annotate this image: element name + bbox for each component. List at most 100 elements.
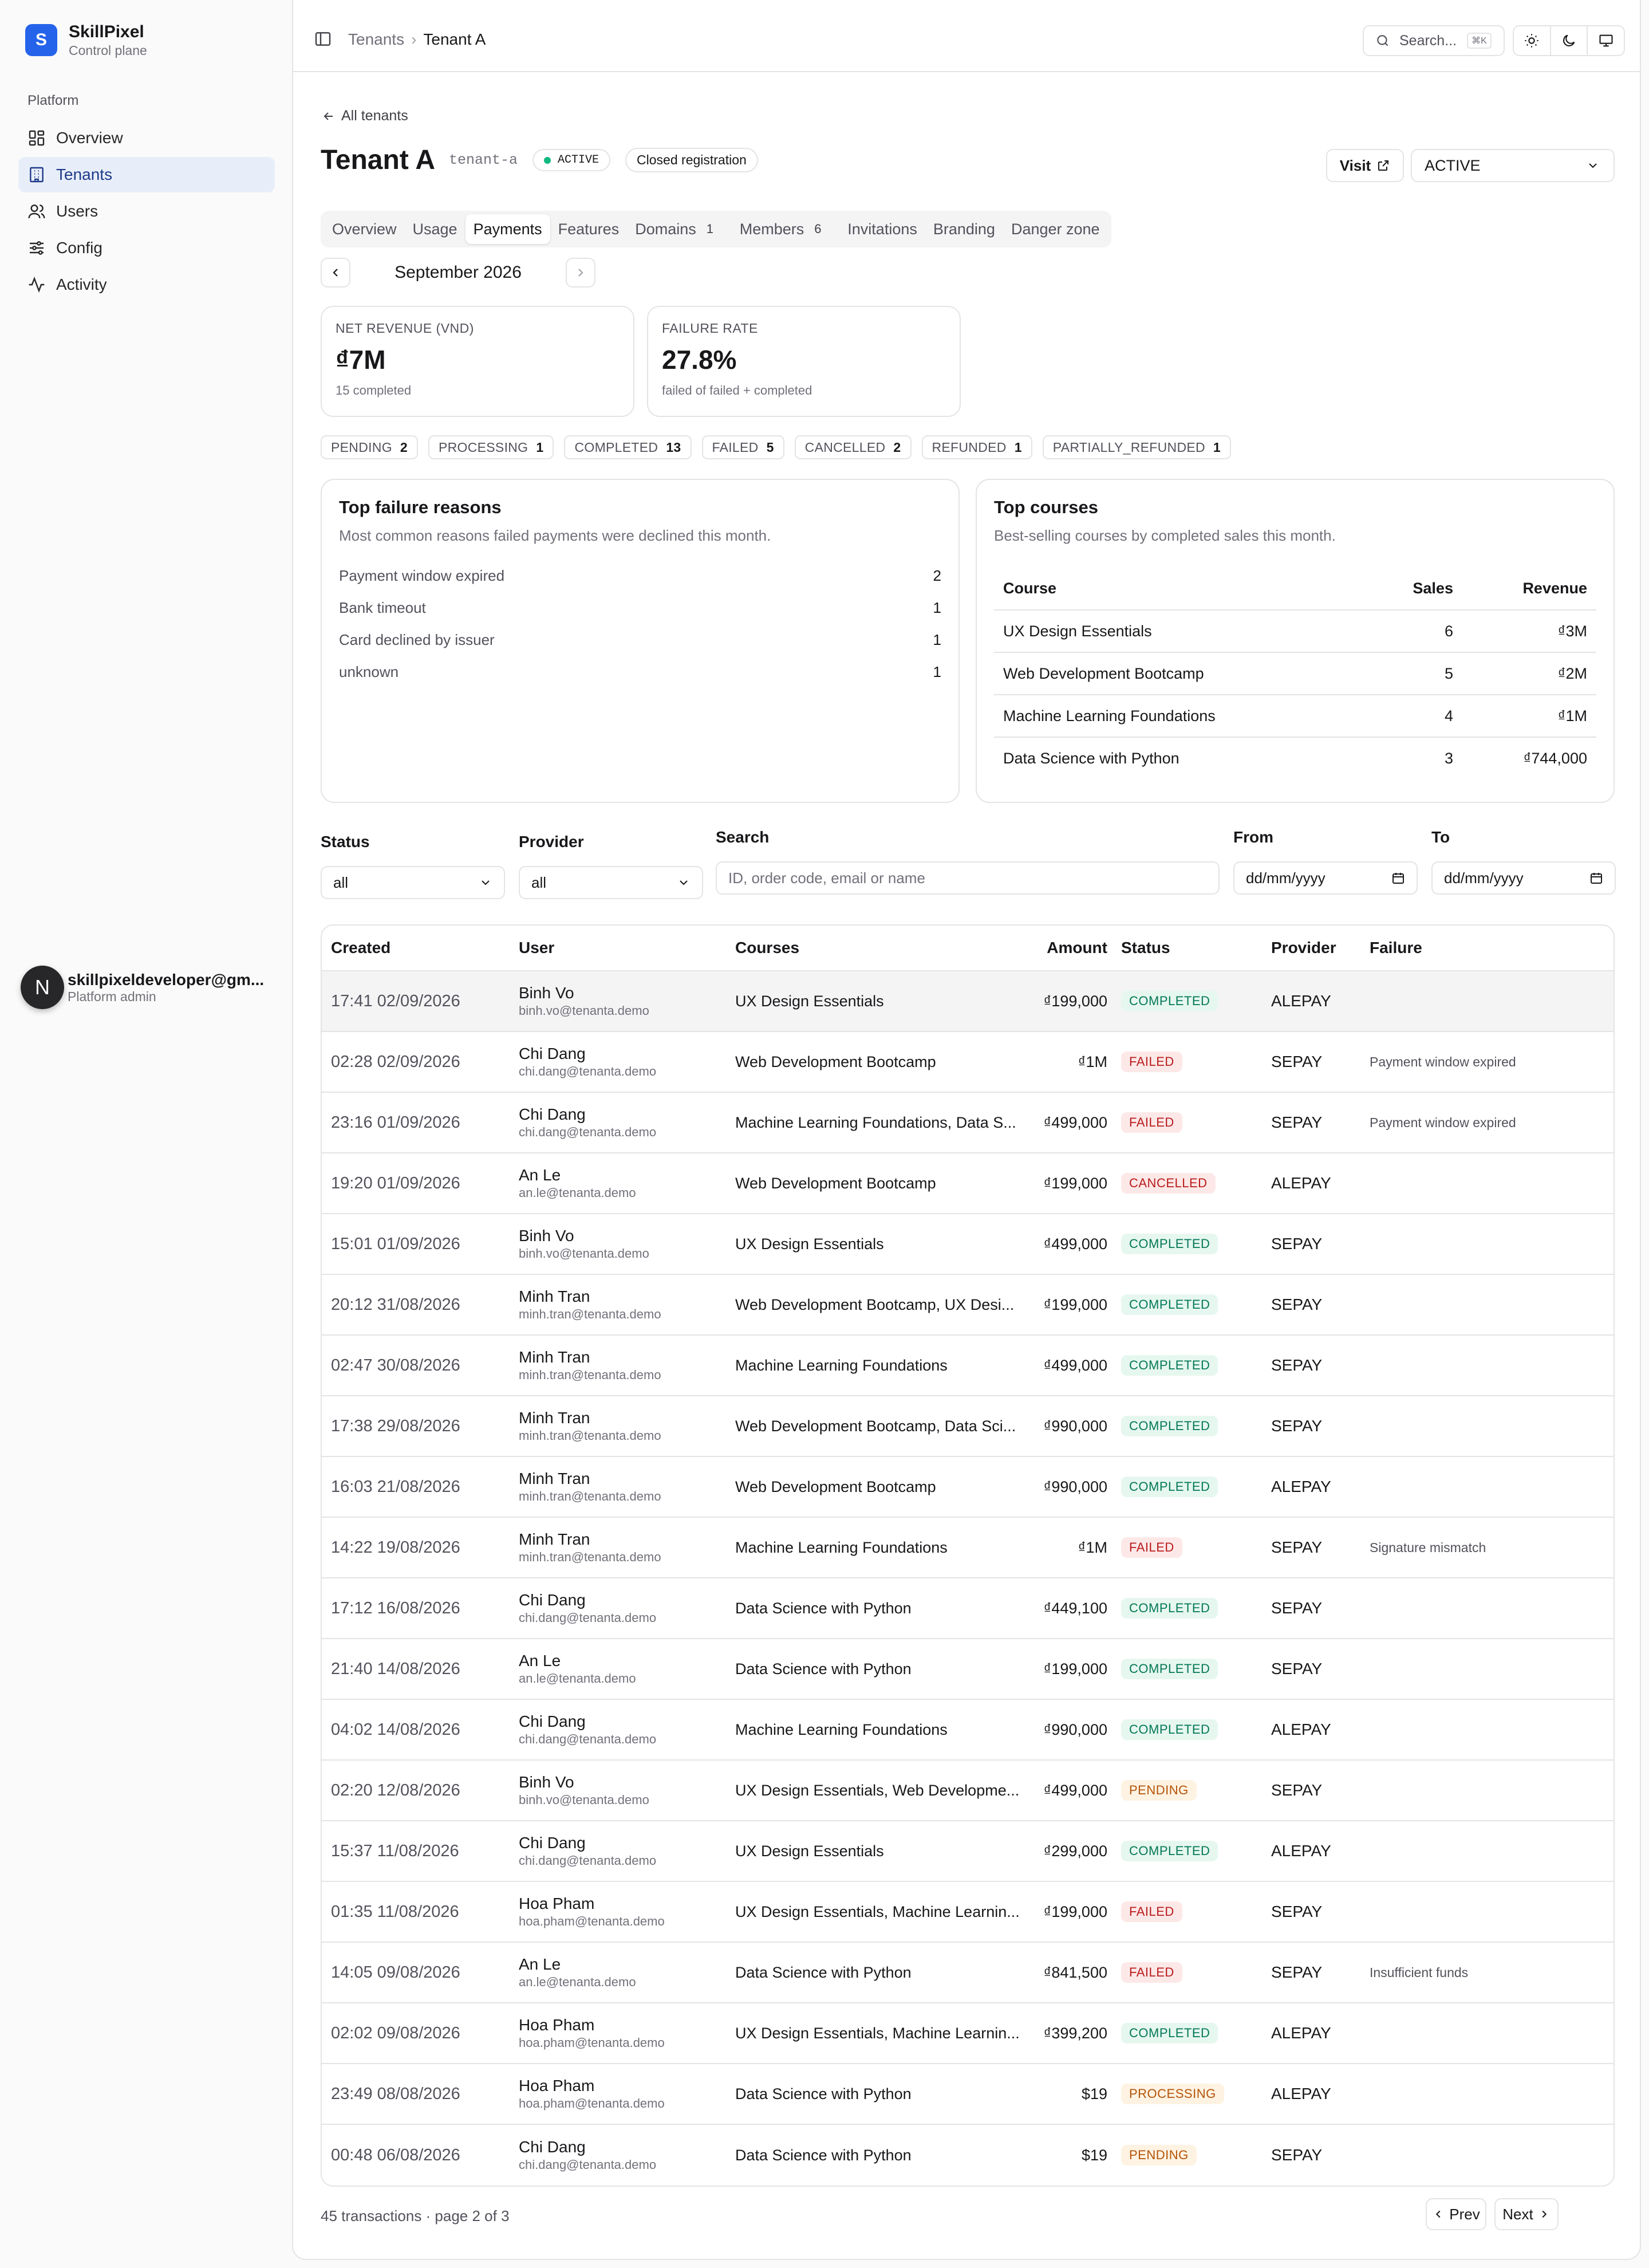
tab-overview[interactable]: Overview bbox=[324, 214, 405, 244]
table-row[interactable]: 17:41 02/09/2026 Binh Vo binh.vo@tenanta.d… bbox=[322, 971, 1614, 1032]
status-chip-cancelled[interactable]: CANCELLED 2 bbox=[794, 435, 912, 459]
table-row[interactable]: 16:03 21/08/2026 Minh Tran minh.tran@tenan… bbox=[322, 1457, 1614, 1518]
user-name: Hoa Pham bbox=[519, 2016, 595, 2034]
user-cell: Hoa Pham hoa.pham@tenanta.demo bbox=[519, 2076, 735, 2112]
column-header-created: Created bbox=[331, 939, 391, 956]
search-button[interactable]: Search... ⌘K bbox=[1363, 25, 1505, 56]
to-date-input[interactable]: dd/mm/yyyy bbox=[1431, 861, 1616, 895]
tab-invitations[interactable]: Invitations bbox=[839, 214, 925, 244]
status-badge: CANCELLED bbox=[1121, 1173, 1216, 1194]
table-row[interactable]: 19:20 01/09/2026 An Le an.le@tenanta.demo W… bbox=[322, 1153, 1614, 1214]
search-input[interactable]: ID, order code, email or name bbox=[716, 861, 1220, 895]
status-chip-completed[interactable]: COMPLETED 13 bbox=[564, 435, 692, 459]
next-month-button[interactable] bbox=[566, 258, 595, 288]
table-row[interactable]: 17:12 16/08/2026 Chi Dang chi.dang@tenanta… bbox=[322, 1578, 1614, 1639]
status-cell: PROCESSING bbox=[1121, 2084, 1271, 2104]
sidebar-item-activity[interactable]: Activity bbox=[18, 267, 275, 302]
table-row[interactable]: 23:16 01/09/2026 Chi Dang chi.dang@tenanta… bbox=[322, 1093, 1614, 1153]
created-cell: 17:12 16/08/2026 bbox=[331, 1598, 460, 1617]
back-to-tenants-link[interactable]: All tenants bbox=[322, 108, 408, 124]
status-badge: FAILED bbox=[1121, 1537, 1182, 1558]
tab-members[interactable]: Members 6 bbox=[732, 214, 840, 244]
visit-button[interactable]: Visit bbox=[1326, 149, 1404, 182]
table-row[interactable]: 00:48 06/08/2026 Chi Dang chi.dang@tenanta… bbox=[322, 2125, 1614, 2186]
brand[interactable]: S SkillPixel Control plane bbox=[25, 22, 147, 58]
tenant-status-select[interactable]: ACTIVE bbox=[1411, 149, 1615, 182]
user-email: chi.dang@tenanta.demo bbox=[519, 1611, 657, 1625]
status-chip-pending[interactable]: PENDING 2 bbox=[321, 435, 418, 459]
breadcrumb-tenants[interactable]: Tenants bbox=[348, 30, 405, 48]
status-cell: FAILED bbox=[1121, 1537, 1271, 1558]
created-cell: 02:47 30/08/2026 bbox=[331, 1356, 460, 1375]
status-badge: COMPLETED bbox=[1121, 1294, 1218, 1315]
sidebar-toggle-icon[interactable] bbox=[314, 30, 332, 48]
sidebar-item-users[interactable]: Users bbox=[18, 194, 275, 229]
courses-cell: Web Development Bootcamp bbox=[735, 1053, 936, 1070]
status-chip-partially-refunded[interactable]: PARTIALLY_REFUNDED 1 bbox=[1042, 435, 1232, 459]
courses-cell: Machine Learning Foundations bbox=[735, 1538, 948, 1556]
provider-filter-select[interactable]: all bbox=[519, 866, 703, 899]
stat-sub: 15 completed bbox=[336, 383, 412, 397]
created-cell: 00:48 06/08/2026 bbox=[331, 2145, 460, 2164]
user-email: binh.vo@tenanta.demo bbox=[519, 1246, 649, 1261]
sidebar-item-config[interactable]: Config bbox=[18, 230, 275, 266]
tab-branding[interactable]: Branding bbox=[925, 214, 1003, 244]
user-cell: Binh Vo binh.vo@tenanta.demo bbox=[519, 1773, 735, 1808]
amount-cell: ₫199,000 bbox=[1043, 1296, 1107, 1313]
course-sales: 3 bbox=[1444, 750, 1453, 767]
amount-cell: ₫199,000 bbox=[1043, 992, 1107, 1010]
table-row[interactable]: 15:37 11/08/2026 Chi Dang chi.dang@tenanta… bbox=[322, 1821, 1614, 1882]
table-row[interactable]: 23:49 08/08/2026 Hoa Pham hoa.pham@tenanta… bbox=[322, 2064, 1614, 2125]
failure-reason-item: Payment window expired 2 bbox=[339, 560, 941, 592]
prev-month-button[interactable] bbox=[321, 258, 350, 288]
user-email: chi.dang@tenanta.demo bbox=[519, 1064, 657, 1078]
user-menu[interactable]: N skillpixeldeveloper@gm... Platform adm… bbox=[21, 966, 273, 1009]
next-page-button[interactable]: Next bbox=[1494, 2198, 1559, 2230]
column-header-failure: Failure bbox=[1370, 939, 1422, 956]
top-courses-table: Course Sales Revenue UX Design Essential… bbox=[994, 568, 1596, 779]
table-row[interactable]: 02:47 30/08/2026 Minh Tran minh.tran@tenan… bbox=[322, 1336, 1614, 1396]
status-chip-failed[interactable]: FAILED 5 bbox=[701, 435, 784, 459]
table-row[interactable]: 01:35 11/08/2026 Hoa Pham hoa.pham@tenanta… bbox=[322, 1882, 1614, 1943]
courses-cell: Web Development Bootcamp, Data Sci... bbox=[735, 1417, 1016, 1435]
course-name: Data Science with Python bbox=[1003, 750, 1179, 767]
light-theme-button[interactable] bbox=[1514, 26, 1551, 55]
tab-danger-zone[interactable]: Danger zone bbox=[1003, 214, 1108, 244]
sidebar-item-tenants[interactable]: Tenants bbox=[18, 157, 275, 192]
table-row[interactable]: 14:05 09/08/2026 An Le an.le@tenanta.demo D… bbox=[322, 1943, 1614, 2003]
table-row[interactable]: 21:40 14/08/2026 An Le an.le@tenanta.demo D… bbox=[322, 1639, 1614, 1700]
tab-usage[interactable]: Usage bbox=[405, 214, 465, 244]
dark-theme-button[interactable] bbox=[1551, 26, 1588, 55]
user-cell: An Le an.le@tenanta.demo bbox=[519, 1166, 735, 1201]
table-row[interactable]: 02:20 12/08/2026 Binh Vo binh.vo@tenanta.d… bbox=[322, 1761, 1614, 1821]
user-email: hoa.pham@tenanta.demo bbox=[519, 1914, 665, 1928]
sidebar-item-overview[interactable]: Overview bbox=[18, 120, 275, 156]
table-row[interactable]: 02:28 02/09/2026 Chi Dang chi.dang@tenanta… bbox=[322, 1032, 1614, 1093]
chevron-right-icon: › bbox=[411, 30, 417, 48]
tab-features[interactable]: Features bbox=[550, 214, 628, 244]
tab-domains[interactable]: Domains 1 bbox=[627, 214, 732, 244]
from-date-input[interactable]: dd/mm/yyyy bbox=[1233, 861, 1418, 895]
table-row[interactable]: 20:12 31/08/2026 Minh Tran minh.tran@tenan… bbox=[322, 1275, 1614, 1336]
reason-count: 2 bbox=[933, 566, 941, 584]
tab-count: 1 bbox=[706, 222, 713, 236]
reason-count: 1 bbox=[933, 663, 941, 680]
table-row[interactable]: 14:22 19/08/2026 Minh Tran minh.tran@tenan… bbox=[322, 1518, 1614, 1578]
status-chip-refunded[interactable]: REFUNDED 1 bbox=[921, 435, 1032, 459]
prev-page-button[interactable]: Prev bbox=[1426, 2198, 1486, 2230]
status-filter-select[interactable]: all bbox=[321, 866, 505, 899]
from-date-label: From bbox=[1233, 828, 1273, 846]
failure-reason-item: unknown 1 bbox=[339, 656, 941, 688]
system-theme-button[interactable] bbox=[1588, 26, 1624, 55]
status-chip-processing[interactable]: PROCESSING 1 bbox=[428, 435, 554, 459]
table-row[interactable]: 17:38 29/08/2026 Minh Tran minh.tran@tenan… bbox=[322, 1396, 1614, 1457]
activity-icon bbox=[29, 276, 45, 293]
table-row[interactable]: 15:01 01/09/2026 Binh Vo binh.vo@tenanta.d… bbox=[322, 1214, 1614, 1275]
tab-payments[interactable]: Payments bbox=[465, 214, 550, 244]
table-row[interactable]: 04:02 14/08/2026 Chi Dang chi.dang@tenanta… bbox=[322, 1700, 1614, 1761]
column-header-amount: Amount bbox=[1047, 939, 1107, 956]
provider-cell: SEPAY bbox=[1271, 1963, 1323, 1981]
user-cell: Minh Tran minh.tran@tenanta.demo bbox=[519, 1287, 735, 1322]
courses-cell: UX Design Essentials, Machine Learnin... bbox=[735, 2024, 1020, 2042]
table-row[interactable]: 02:02 09/08/2026 Hoa Pham hoa.pham@tenanta… bbox=[322, 2003, 1614, 2064]
